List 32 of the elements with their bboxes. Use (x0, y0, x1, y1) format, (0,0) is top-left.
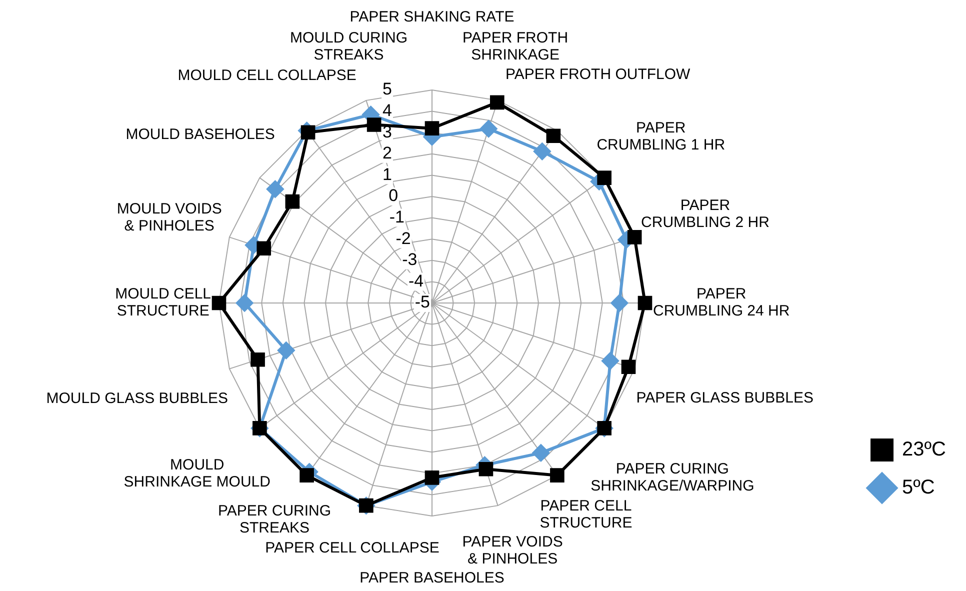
spoke-label: PAPER GLASS BUBBLES (636, 389, 814, 406)
y-tick-label: 2 (382, 144, 392, 163)
spoke-label: PAPER CELL COLLAPSE (265, 540, 440, 557)
y-tick-label: 5 (382, 80, 392, 99)
y-tick-label: -4 (408, 271, 424, 290)
y-tick-label: 0 (388, 186, 398, 206)
y-tick-label: -1 (389, 207, 404, 226)
spoke-label: PAPER CELL STRUCTURE (540, 498, 632, 532)
spoke-label: PAPER BASEHOLES (360, 570, 504, 587)
spoke-label: PAPER CURING STREAKS (218, 502, 332, 536)
y-tick-label: 1 (382, 164, 392, 184)
spoke-label: PAPER VOIDS & PINHOLES (462, 534, 563, 568)
y-tick-label: -2 (396, 228, 411, 248)
spoke-label: MOULD GLASS BUBBLES (46, 390, 228, 407)
spoke-label: MOULD VOIDS & PINHOLES (116, 200, 222, 234)
legend-label: 23ºC (902, 438, 946, 461)
spoke-label: PAPER SHAKING RATE (350, 8, 514, 26)
spoke-label: MOULD BASEHOLES (126, 126, 275, 143)
y-tick-label: -3 (402, 250, 418, 270)
spoke-label: MOULD CURING STREAKS (290, 30, 408, 64)
spoke-label: PAPER FROTH OUTFLOW (505, 66, 692, 83)
spoke-label: PAPER CRUMBLING 24 HR (652, 286, 790, 320)
spoke-label: PAPER CRUMBLING 1 HR (596, 119, 726, 154)
spoke-label: PAPER CRUMBLING 2 HR (641, 196, 770, 231)
spoke-label: MOULD CELL COLLAPSE (178, 67, 356, 84)
legend-label: 5ºC (902, 476, 935, 499)
spoke-label: MOULD CELL STRUCTURE (115, 286, 211, 320)
spoke-label: MOULD SHRINKAGE MOULD (124, 456, 271, 490)
y-tick-label: -5 (414, 292, 430, 312)
y-tick-label: 4 (382, 100, 392, 120)
spoke-label: PAPER FROTH SHRINKAGE (462, 29, 568, 64)
spoke-label: PAPER CURING SHRINKAGE/WARPING (590, 460, 754, 494)
